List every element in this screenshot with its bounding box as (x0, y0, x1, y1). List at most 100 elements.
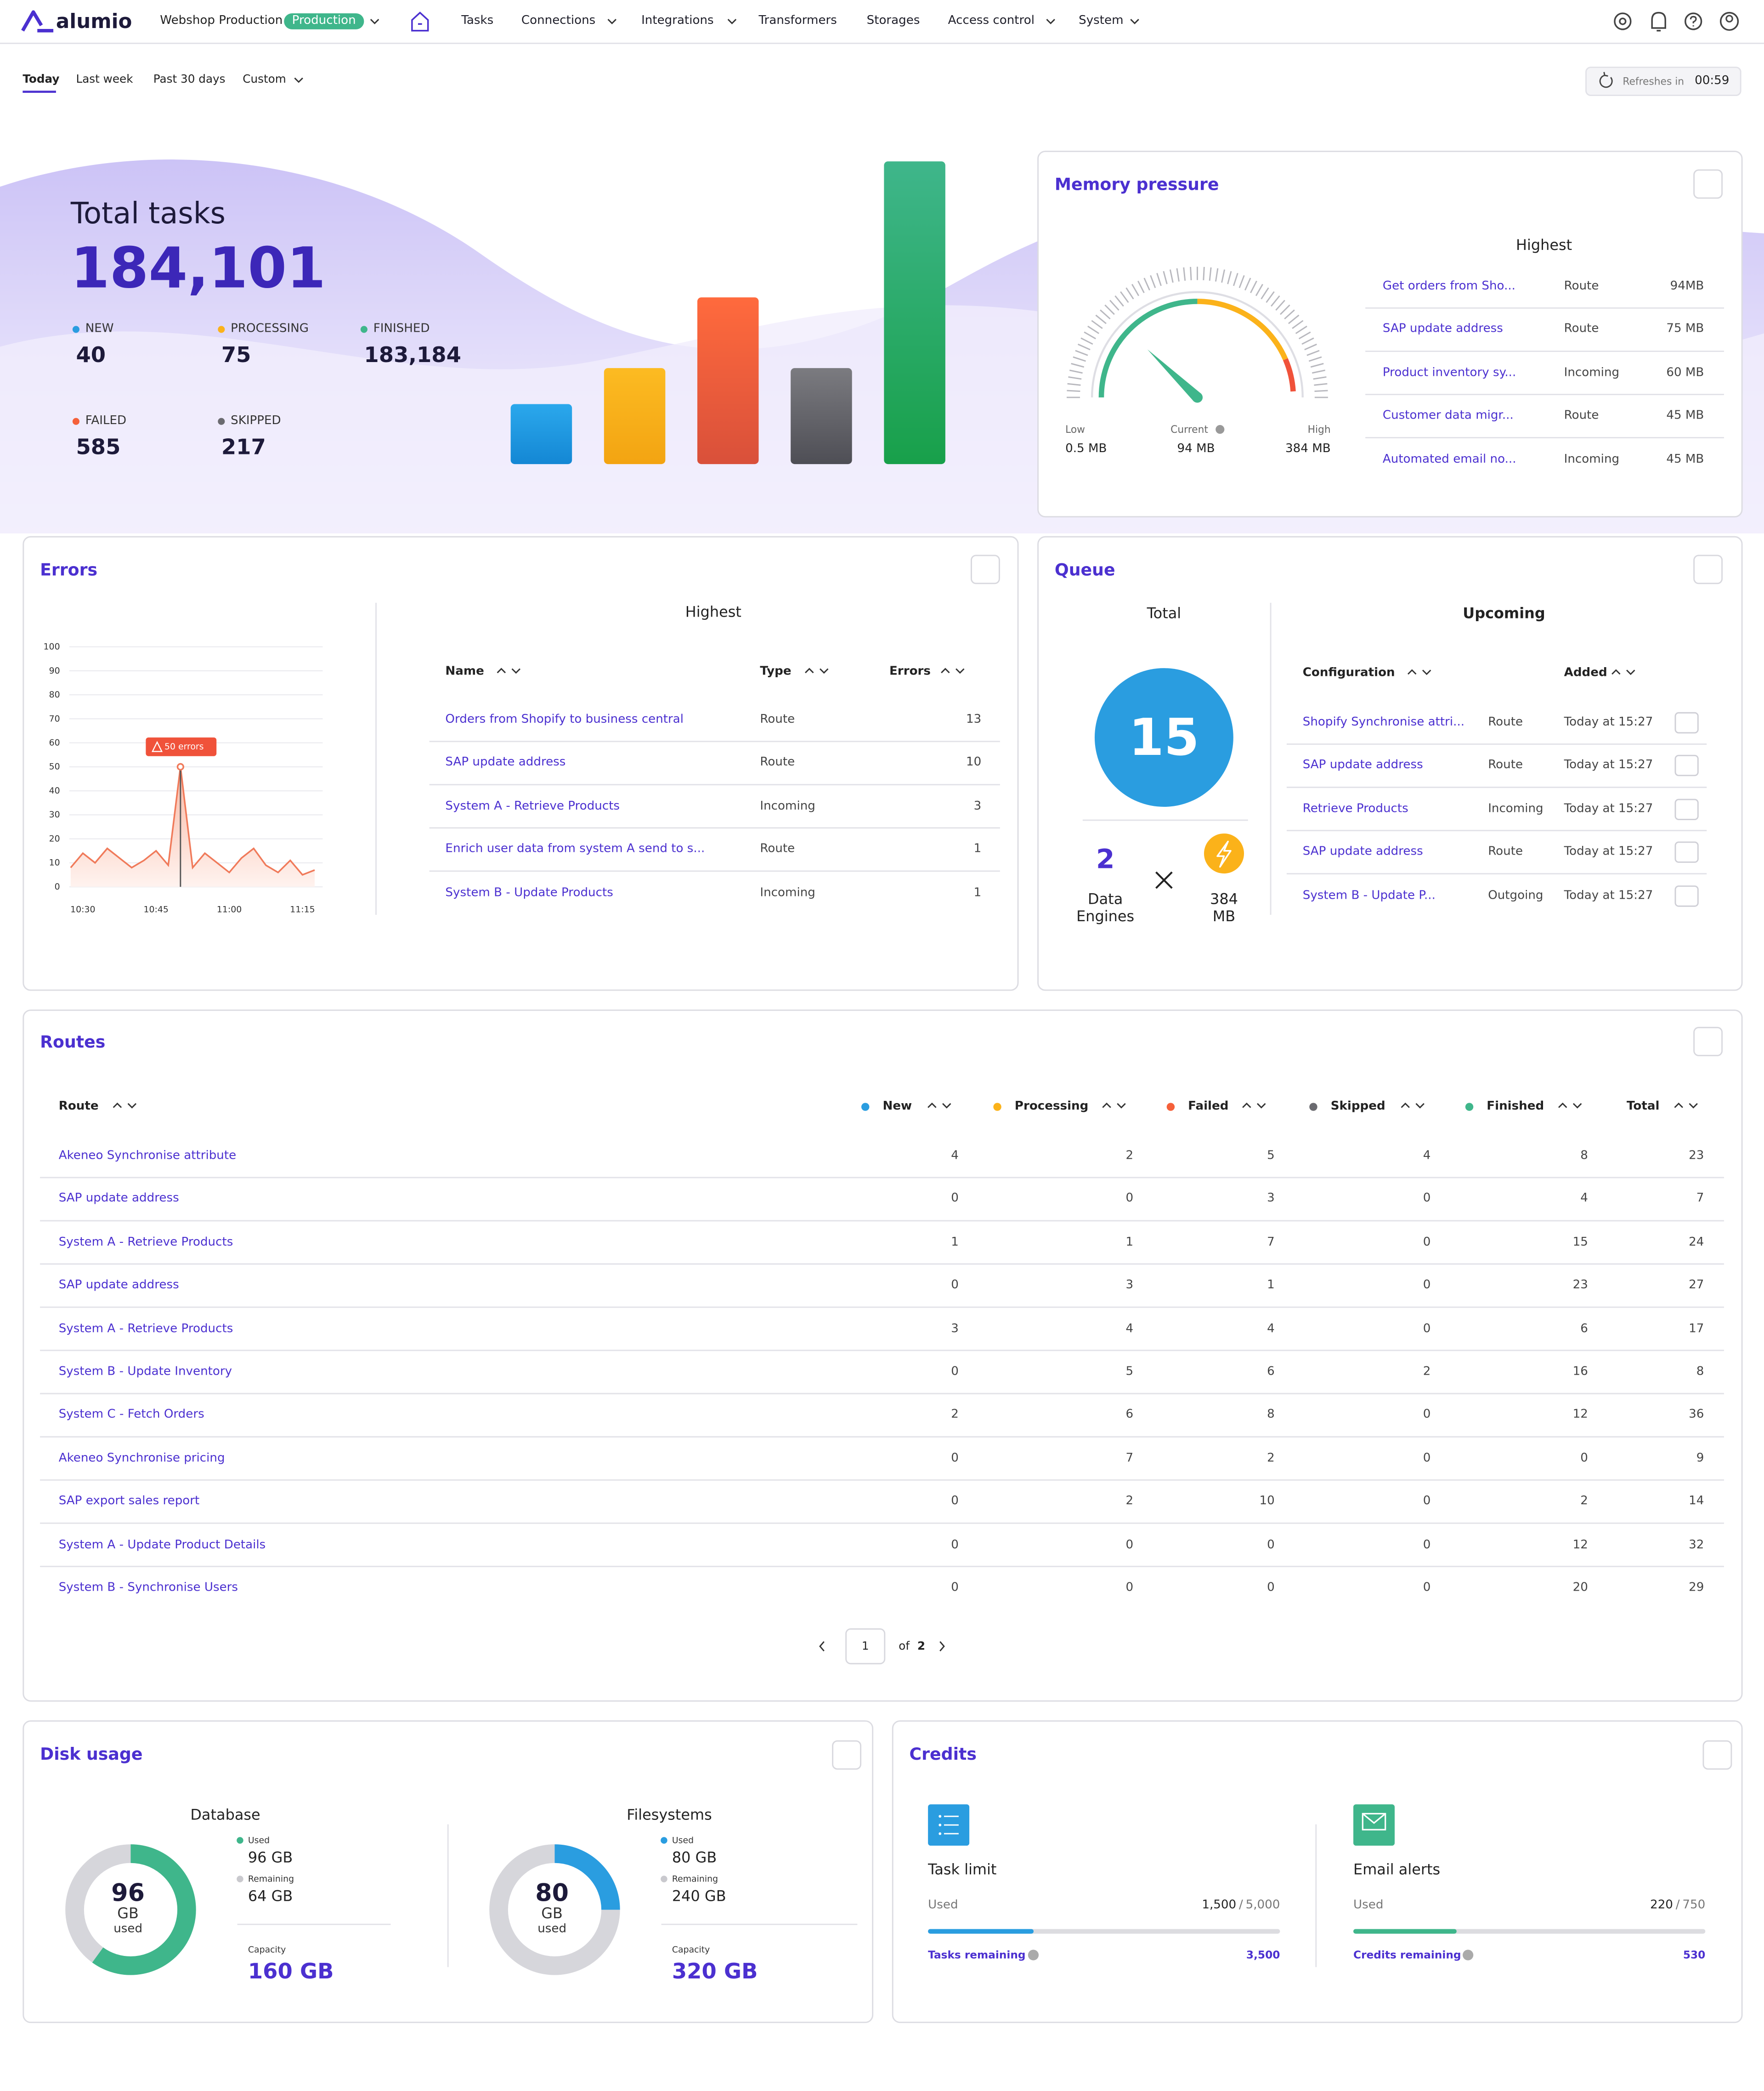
chevron-icon (294, 77, 303, 83)
nav-item[interactable]: Storages (866, 14, 920, 28)
nav-item[interactable]: Transformers (758, 14, 837, 28)
row-name[interactable]: System B - Update Products (445, 886, 613, 900)
row-name[interactable]: Get orders from Sho... (1382, 280, 1516, 294)
column-header[interactable]: Skipped (1330, 1100, 1385, 1114)
column-header[interactable]: Route (58, 1100, 99, 1114)
errors-card (23, 536, 1019, 991)
row-name[interactable]: Enrich user data from system A send to s… (445, 843, 705, 856)
route-name[interactable]: Akeneo Synchronise attribute (58, 1149, 237, 1163)
column-header[interactable]: Added (1564, 667, 1607, 680)
limit-value: 750 (1682, 1899, 1706, 1913)
route-name[interactable]: System B - Synchronise Users (58, 1581, 238, 1595)
environment[interactable]: Webshop Production (160, 14, 283, 28)
row-type: Route (1564, 280, 1599, 294)
row-name[interactable]: Orders from Shopify to business central (445, 713, 684, 727)
row-added: Today at 15:27 (1564, 759, 1653, 773)
column-header[interactable]: Configuration (1302, 667, 1395, 680)
gauge-value: 94 MB (1177, 442, 1215, 456)
row-type: Route (760, 843, 795, 856)
expand-button[interactable] (1702, 1740, 1732, 1770)
route-name[interactable]: SAP export sales report (58, 1495, 200, 1509)
route-count: 4 (951, 1149, 959, 1163)
route-count: 6 (1125, 1409, 1134, 1422)
route-name[interactable]: System B - Update Inventory (58, 1366, 232, 1379)
route-count: 32 (1689, 1538, 1704, 1552)
x-tick-label: 10:45 (143, 904, 169, 915)
column-header[interactable]: New (882, 1100, 912, 1114)
route-name[interactable]: System C - Fetch Orders (58, 1409, 204, 1422)
route-count: 2 (1125, 1495, 1134, 1509)
gauge-value: 384 MB (1285, 442, 1331, 456)
env-badge: Production (284, 13, 364, 29)
row-name[interactable]: Shopify Synchronise attri... (1302, 716, 1465, 730)
row-size: 75 MB (1666, 323, 1704, 337)
time-tab[interactable]: Past 30 days (153, 73, 226, 87)
column-header[interactable]: Type (760, 665, 792, 679)
column-header[interactable]: Failed (1188, 1100, 1229, 1114)
row-menu[interactable] (1674, 799, 1699, 820)
column-header[interactable]: Processing (1014, 1100, 1089, 1114)
time-tab[interactable]: Today (23, 73, 60, 87)
route-name[interactable]: SAP update address (58, 1192, 179, 1206)
expand-button[interactable] (971, 555, 1000, 584)
row-name[interactable]: System A - Retrieve Products (445, 799, 620, 813)
refresh-time: 00:59 (1695, 74, 1730, 88)
gauge-label: Current (1170, 423, 1208, 436)
nav-item[interactable]: Integrations (641, 14, 714, 28)
stat-label: PROCESSING (231, 323, 309, 336)
routes-card (23, 1009, 1743, 1702)
row-name[interactable]: System B - Update P... (1302, 889, 1436, 902)
row-name[interactable]: Product inventory sy... (1382, 366, 1516, 380)
column-header[interactable]: Finished (1487, 1100, 1544, 1114)
page-of: of (899, 1640, 910, 1654)
expand-button[interactable] (1693, 169, 1723, 199)
expand-button[interactable] (832, 1740, 862, 1770)
row-name[interactable]: SAP update address (445, 756, 566, 770)
route-name[interactable]: SAP update address (58, 1279, 179, 1293)
column-header[interactable]: Total (1627, 1100, 1660, 1114)
route-count: 0 (1580, 1452, 1588, 1466)
expand-button[interactable] (1693, 555, 1723, 584)
row-name[interactable]: SAP update address (1302, 845, 1423, 859)
row-name[interactable]: SAP update address (1382, 323, 1503, 337)
route-count: 4 (1125, 1322, 1134, 1336)
time-tab[interactable]: Custom (243, 73, 286, 87)
stat-dot (218, 418, 225, 425)
y-tick-label: 20 (49, 833, 60, 844)
legend-label: Remaining (672, 1874, 718, 1885)
stat-label: FAILED (85, 414, 127, 428)
nav-item[interactable]: Connections (521, 14, 596, 28)
column-header[interactable]: Name (445, 665, 484, 679)
row-name[interactable]: Customer data migr... (1382, 409, 1514, 423)
route-name[interactable]: Akeneo Synchronise pricing (58, 1452, 225, 1466)
expand-button[interactable] (1693, 1026, 1723, 1056)
donut-caption: used (113, 1923, 143, 1937)
row-size: 60 MB (1666, 366, 1704, 380)
route-name[interactable]: System A - Update Product Details (58, 1538, 266, 1552)
page-box[interactable] (845, 1628, 886, 1665)
active-tab-underline (23, 91, 56, 93)
row-menu[interactable] (1674, 885, 1699, 907)
row-name[interactable]: Automated email no... (1382, 453, 1516, 466)
row-menu[interactable] (1674, 755, 1699, 777)
page-count: 2 (917, 1640, 926, 1654)
row-name[interactable]: SAP update address (1302, 759, 1423, 773)
route-count: 0 (951, 1495, 959, 1509)
time-tab[interactable]: Last week (76, 73, 133, 87)
route-name[interactable]: System A - Retrieve Products (58, 1322, 233, 1336)
column-header[interactable]: Errors (889, 665, 931, 679)
row-menu[interactable] (1674, 842, 1699, 863)
row-menu[interactable] (1674, 712, 1699, 734)
capacity-value: 160 GB (248, 1958, 334, 1984)
nav-item[interactable]: Access control (948, 14, 1035, 28)
row-name[interactable]: Retrieve Products (1302, 802, 1408, 816)
nav-item[interactable]: System (1079, 14, 1124, 28)
route-count: 5 (1125, 1366, 1134, 1379)
legend-label: Used (672, 1835, 694, 1846)
page-number: 1 (861, 1640, 869, 1654)
card-title: Queue (1054, 559, 1115, 580)
used-value: 1,500 (1202, 1899, 1237, 1913)
nav-item[interactable]: Tasks (461, 14, 494, 28)
route-name[interactable]: System A - Retrieve Products (58, 1236, 233, 1250)
donut-value: 80 (535, 1880, 569, 1908)
